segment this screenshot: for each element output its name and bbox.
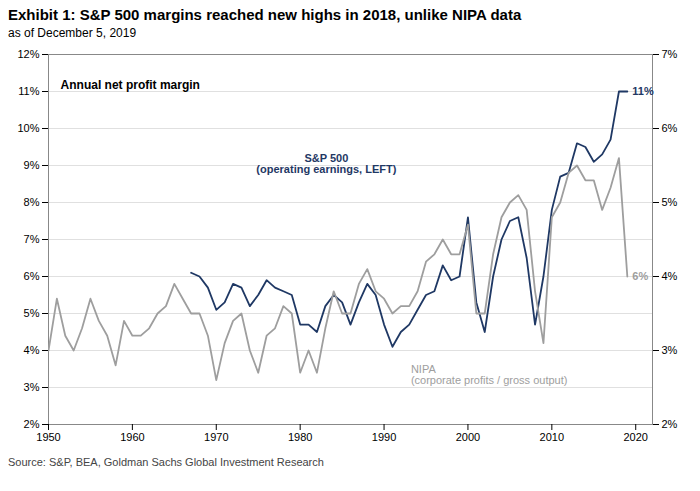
html-text:Source: S&P, BEA, Goldman Sach: Source: S&P, BEA, Goldman Sachs Global I…	[8, 456, 324, 468]
svg-text:1950: 1950	[36, 431, 60, 443]
html-text:as of December 5, 2019: as of December 5, 2019	[8, 26, 137, 40]
svg-text:3%: 3%	[24, 381, 40, 393]
svg-text:5%: 5%	[24, 307, 40, 319]
svg-text:1960: 1960	[120, 431, 144, 443]
svg-text:4%: 4%	[662, 270, 678, 282]
svg-text:1980: 1980	[288, 431, 312, 443]
svg-text:1990: 1990	[372, 431, 396, 443]
svg-text:6%: 6%	[662, 122, 678, 134]
svg-text:11%: 11%	[632, 85, 654, 97]
html-text:Exhibit 1: S&P 500 margins rea: Exhibit 1: S&P 500 margins reached new h…	[8, 6, 522, 23]
svg-text:2%: 2%	[24, 418, 40, 430]
svg-text:6%: 6%	[24, 270, 40, 282]
svg-text:12%: 12%	[17, 48, 39, 60]
svg-text:2000: 2000	[456, 431, 480, 443]
svg-text:10%: 10%	[17, 122, 39, 134]
svg-text:11%: 11%	[18, 85, 39, 97]
svg-text:8%: 8%	[24, 196, 40, 208]
svg-text:NIPA(corporate profits / gross: NIPA(corporate profits / gross output)	[411, 363, 568, 386]
svg-text:Annual net profit margin: Annual net profit margin	[61, 78, 200, 92]
svg-text:7%: 7%	[24, 233, 40, 245]
svg-text:S&P 500(operating earnings, LE: S&P 500(operating earnings, LEFT)	[256, 152, 396, 175]
svg-text:1970: 1970	[204, 431, 228, 443]
svg-text:4%: 4%	[24, 344, 40, 356]
svg-text:9%: 9%	[24, 159, 40, 171]
svg-text:3%: 3%	[662, 344, 678, 356]
svg-text:2%: 2%	[662, 418, 678, 430]
svg-text:5%: 5%	[662, 196, 678, 208]
svg-text:7%: 7%	[662, 48, 678, 60]
svg-text:2010: 2010	[540, 431, 564, 443]
svg-text:6%: 6%	[632, 270, 648, 282]
svg-text:2020: 2020	[623, 431, 647, 443]
